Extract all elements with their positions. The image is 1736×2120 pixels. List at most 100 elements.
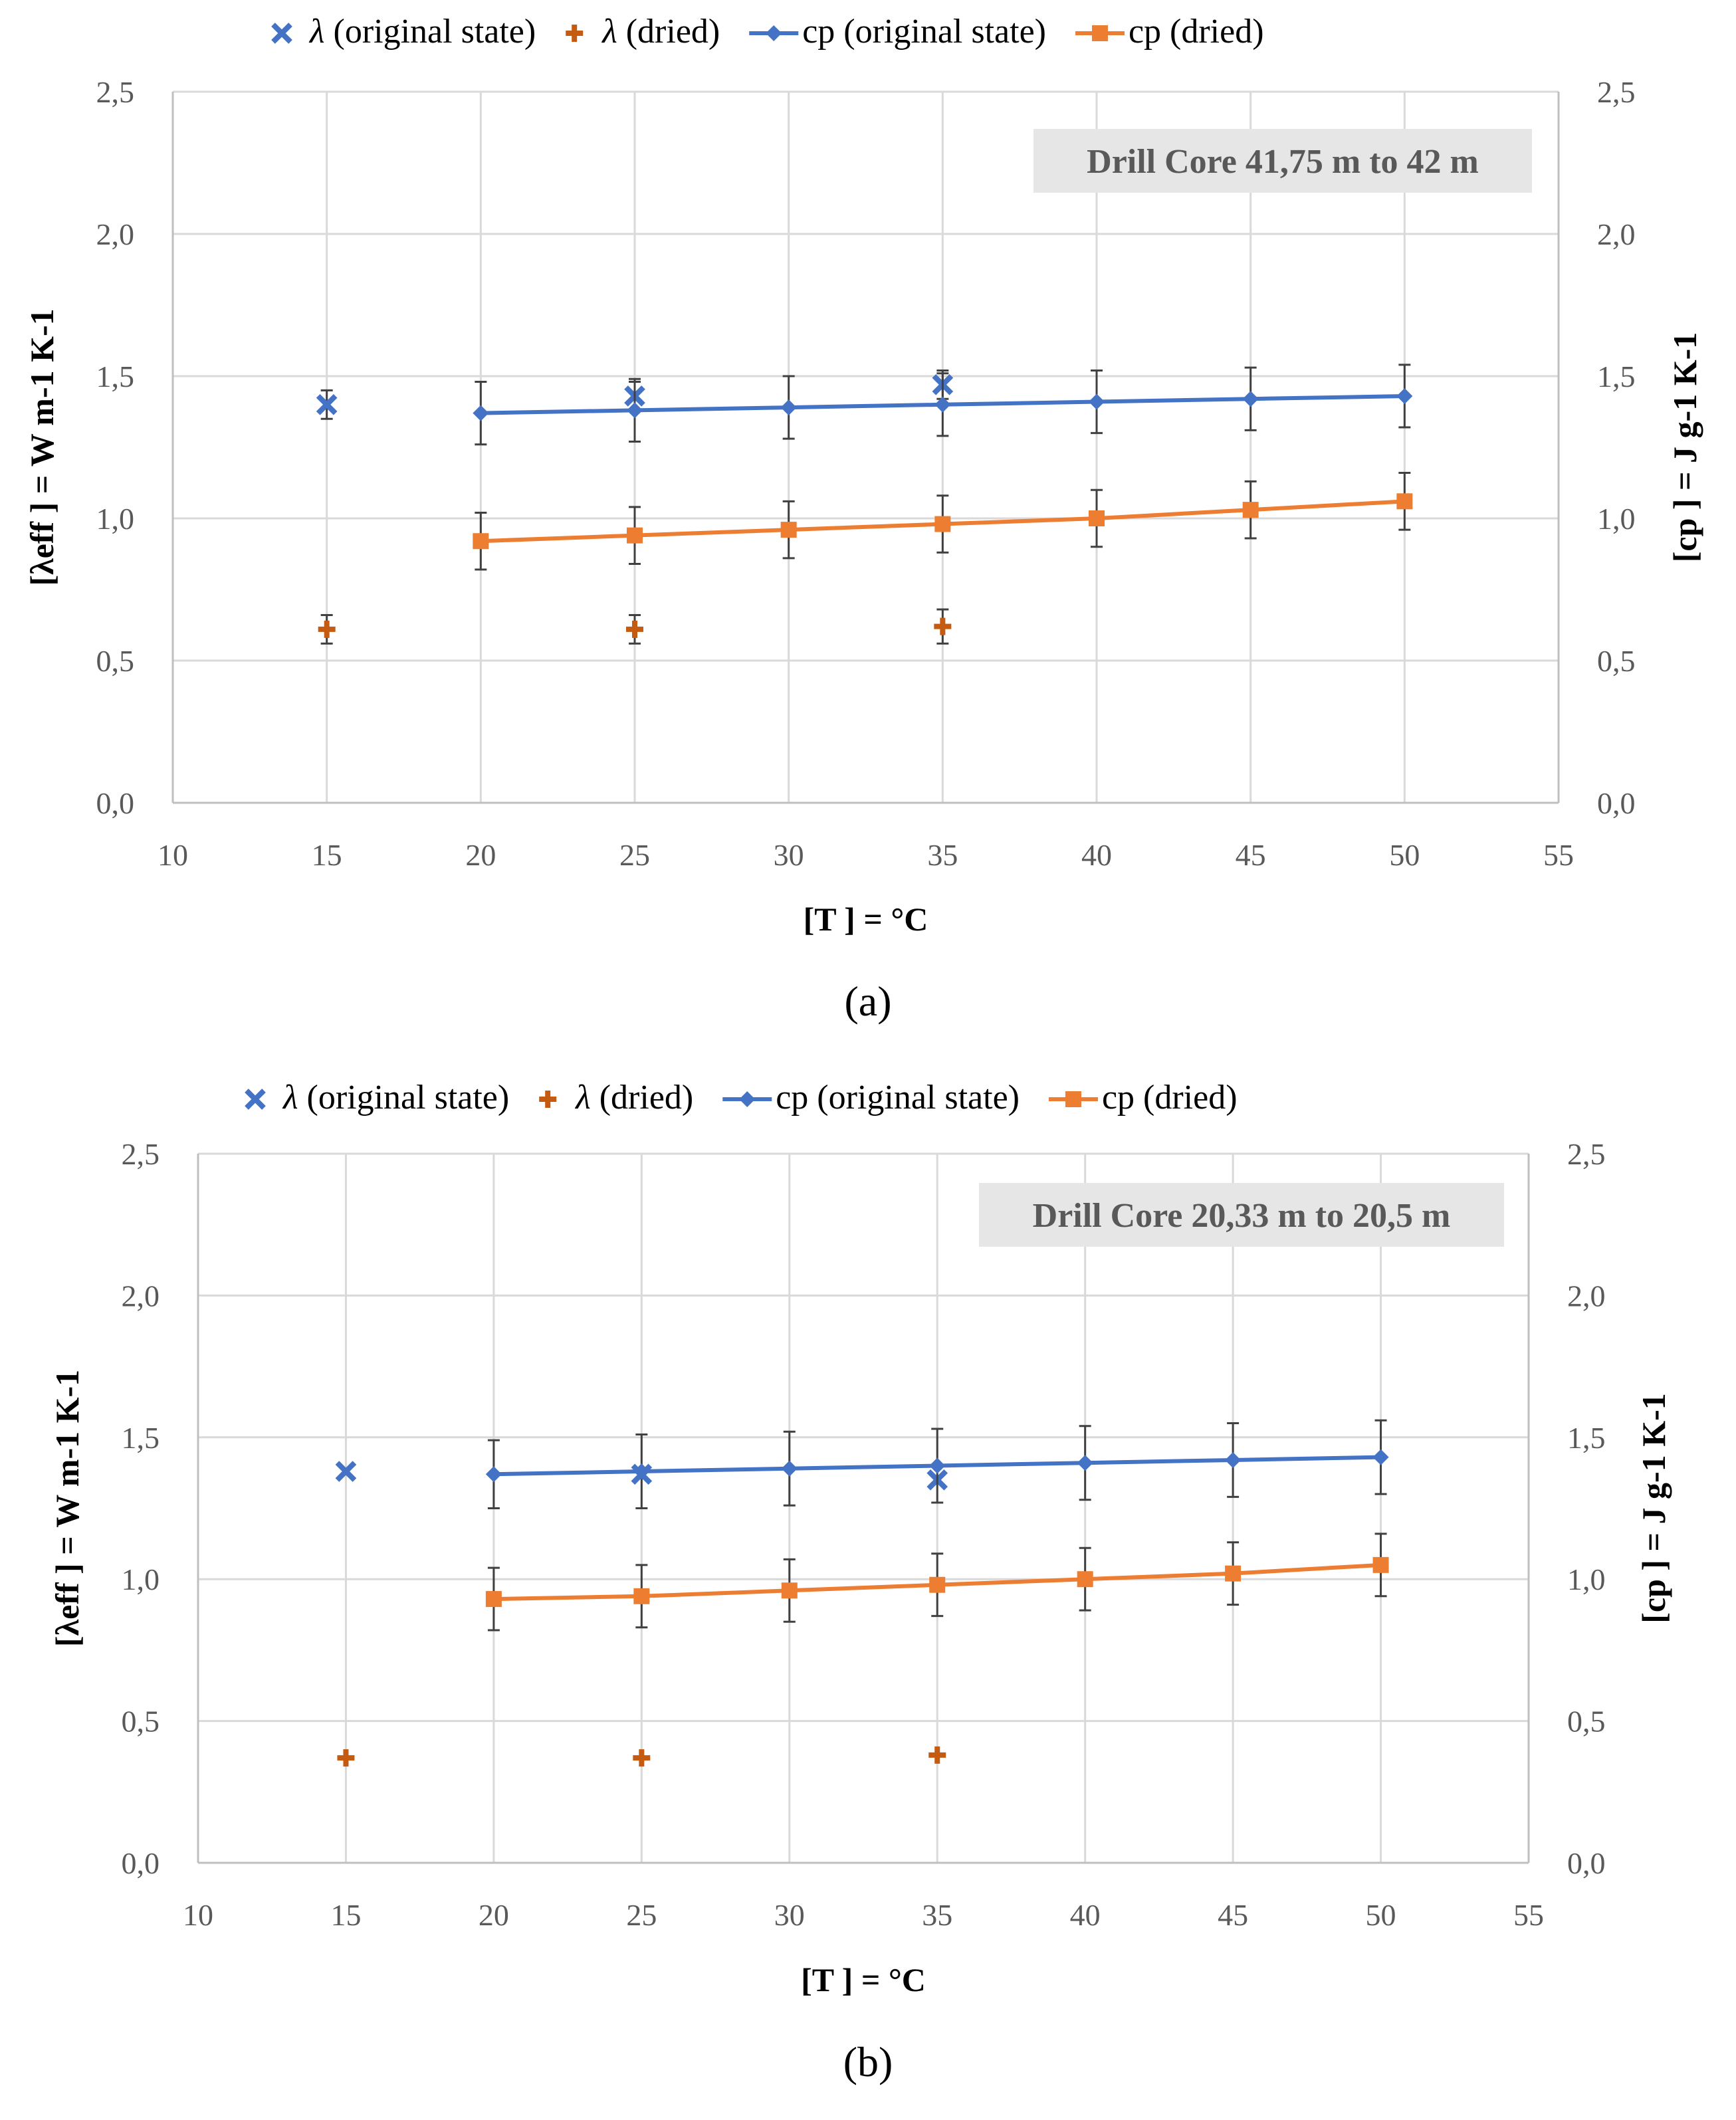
legend-item: λ (original state) [271, 13, 536, 51]
x-tick-label: 55 [1543, 838, 1574, 872]
y-right-tick-label: 1,5 [1597, 360, 1636, 393]
series-2 [485, 1419, 1389, 1509]
annotation-text: Drill Core 41,75 m to 42 m [1087, 143, 1479, 181]
y-left-tick-label: 1,0 [96, 502, 135, 536]
data-point [627, 527, 643, 544]
data-point [485, 1466, 502, 1483]
legend-marker [1091, 25, 1108, 41]
legend-text-span: cp (original state) [802, 13, 1046, 51]
y-left-tick-label: 1,0 [122, 1562, 160, 1596]
panel-label: (a) [844, 978, 891, 1025]
x-tick-label: 20 [479, 1898, 509, 1932]
data-point [1396, 493, 1413, 510]
y-axis-right-title: [cp ] = J g-1 K-1 [1666, 332, 1703, 562]
annotation-box [1033, 129, 1532, 193]
x-tick-label: 35 [922, 1898, 952, 1932]
series-3 [485, 1533, 1389, 1632]
data-point [1242, 391, 1259, 407]
y-right-tick-label: 1,5 [1567, 1421, 1606, 1455]
y-left-tick-label: 0,5 [96, 644, 135, 678]
data-point [934, 617, 952, 635]
legend-greek: λ [282, 1079, 298, 1116]
y-right-tick-label: 0,0 [1597, 786, 1636, 820]
x-tick-label: 45 [1236, 838, 1266, 872]
legend-greek: λ [308, 13, 325, 51]
y-right-tick-label: 2,5 [1597, 75, 1636, 109]
data-point [627, 402, 643, 419]
data-point [633, 1588, 650, 1604]
y-left-tick-label: 2,5 [122, 1137, 160, 1171]
y-axis-right-title: [cp ] = J g-1 K-1 [1635, 1393, 1672, 1623]
x-tick-label: 15 [330, 1898, 361, 1932]
data-point [316, 393, 338, 415]
legend-marker [271, 23, 292, 44]
x-axis-title: [T ] = °C [804, 901, 928, 938]
y-left-tick-label: 1,5 [122, 1421, 160, 1455]
x-tick-label: 55 [1513, 1898, 1544, 1932]
y-left-tick-label: 1,5 [96, 360, 135, 393]
legend-item: cp (original state) [722, 1079, 1020, 1116]
series-1 [318, 608, 952, 645]
x-tick-label: 10 [158, 838, 188, 872]
y-right-tick-label: 0,5 [1567, 1705, 1606, 1739]
chart-panel-b: 10 15 20 25 30 35 40 45 50 55 0,0 0,0 0,5 0,5 1,0 1,0 1,… [49, 1079, 1672, 2085]
y-axis-left-title: [λeff ] = W m-1 K-1 [49, 1370, 86, 1647]
data-point [1089, 393, 1105, 410]
legend-item: λ (original state) [245, 1079, 509, 1116]
legend-marker [539, 1091, 557, 1108]
x-tick-label: 45 [1218, 1898, 1248, 1932]
data-point [473, 405, 489, 421]
x-tick-label: 35 [927, 838, 958, 872]
y-left-tick-label: 0,0 [96, 786, 135, 820]
legend-label: λ (original state) [308, 13, 536, 51]
x-tick-label: 25 [619, 838, 650, 872]
y-right-tick-label: 2,5 [1567, 1137, 1606, 1171]
data-point [1396, 387, 1413, 404]
legend-text-span: (dried) [591, 1079, 693, 1116]
series-1 [337, 1746, 946, 1767]
legend-text-span: (original state) [325, 13, 536, 51]
y-right-tick-label: 2,0 [1597, 217, 1636, 251]
data-point [1225, 1565, 1242, 1582]
legend-text-span: cp (original state) [776, 1079, 1020, 1116]
data-point [934, 396, 951, 413]
data-point [485, 1591, 502, 1608]
data-point [1077, 1455, 1093, 1471]
legend-marker [1065, 1091, 1081, 1107]
data-point [780, 522, 797, 538]
y-left-tick-label: 2,0 [96, 217, 135, 251]
y-right-tick-label: 0,5 [1597, 644, 1636, 678]
x-tick-label: 40 [1070, 1898, 1101, 1932]
x-tick-label: 30 [774, 838, 804, 872]
legend-item: cp (dried) [1075, 13, 1264, 51]
y-left-tick-label: 2,0 [122, 1279, 160, 1313]
legend-label: λ (dried) [601, 13, 720, 51]
data-point [1225, 1451, 1242, 1468]
panel-label: (b) [843, 2038, 893, 2085]
legend-label: cp (original state) [802, 13, 1046, 51]
data-point [473, 533, 489, 550]
x-tick-label: 20 [465, 838, 496, 872]
y-left-tick-label: 0,5 [122, 1705, 160, 1739]
data-point [1242, 502, 1259, 518]
legend-marker [766, 25, 782, 41]
data-point [318, 620, 336, 638]
legend-label: cp (dried) [1102, 1079, 1238, 1116]
x-tick-label: 50 [1389, 838, 1420, 872]
data-point [335, 1461, 357, 1482]
legend-label: cp (original state) [776, 1079, 1020, 1116]
x-axis-title: [T ] = °C [801, 1961, 926, 1998]
legend-marker [566, 25, 584, 42]
legend-item: cp (original state) [749, 13, 1046, 51]
y-right-tick-label: 0,0 [1567, 1846, 1606, 1880]
annotation-text: Drill Core 20,33 m to 20,5 m [1033, 1197, 1451, 1235]
legend-label: cp (dried) [1129, 13, 1264, 51]
data-point [781, 1582, 798, 1599]
x-tick-label: 50 [1366, 1898, 1396, 1932]
data-point [633, 1749, 651, 1767]
legend: λ (original state) λ (dried) cp (original … [245, 1079, 1238, 1116]
legend-item: cp (dried) [1048, 1079, 1238, 1116]
x-tick-label: 30 [774, 1898, 805, 1932]
data-point [633, 1463, 650, 1480]
legend-label: λ (dried) [574, 1079, 693, 1116]
